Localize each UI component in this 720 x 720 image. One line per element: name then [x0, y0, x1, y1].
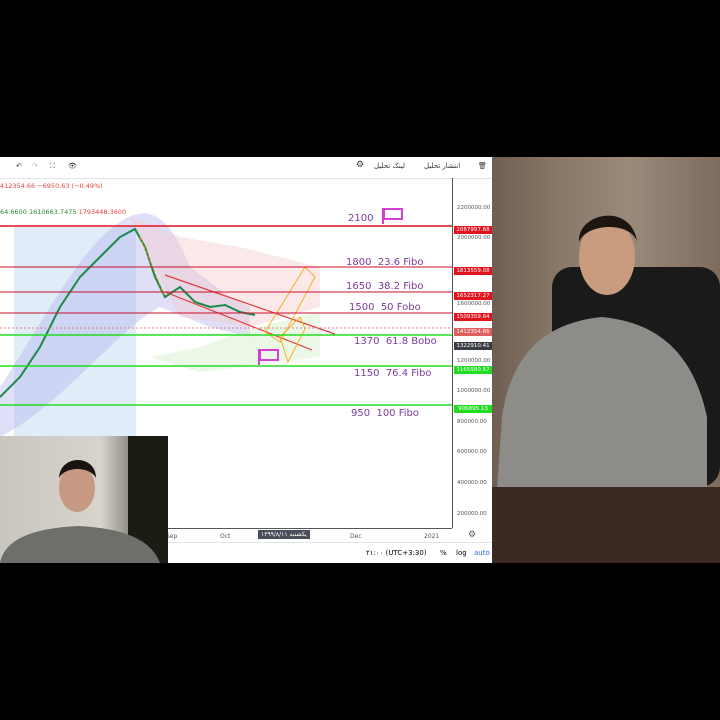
redo-button[interactable]: ↷	[32, 162, 38, 170]
bollinger-legend: 64.6600 1610663.7475 1793448.3600	[0, 208, 126, 216]
fibo-label: 1150 76.4 Fibo	[354, 368, 432, 379]
presenter-video	[492, 157, 720, 563]
price-change: 412354.66 −6950.63 (−0.49%)	[0, 182, 103, 190]
bb-lower: 64.6600	[0, 208, 27, 216]
time-label: Sep	[166, 533, 178, 540]
price-label: 1813559.08	[454, 267, 492, 275]
fibo-label: 950 100 Fibo	[351, 408, 419, 419]
time-axis[interactable]: Sep Oct یکشنبه ۱۳۹۹/۸/۱۱ Dec 2021 ⚙	[166, 528, 476, 543]
bb-mid: 1610663.7475	[28, 208, 77, 216]
timezone[interactable]: ۲۱:۰۰ (UTC+3:30)	[366, 549, 427, 557]
bb-upper: 1793448.3600	[78, 208, 127, 216]
price-label: 906895.13	[454, 405, 492, 413]
time-label: Oct	[220, 533, 231, 540]
log-toggle[interactable]: log	[456, 549, 467, 557]
price-candles	[0, 227, 256, 398]
chart-toolbar: ↶ ↷ ⛶ 👁 ⚙ لینک تحلیل انتشار تحلیل 🗑	[0, 157, 492, 179]
price-tick: 400000.00	[457, 479, 487, 486]
axis-settings-icon[interactable]: ⚙	[468, 530, 477, 540]
settings-icon[interactable]: ⚙	[356, 160, 365, 170]
presenter-silhouette	[492, 215, 720, 563]
fibo-label: 1800 23.6 Fibo	[346, 257, 424, 268]
price-axis[interactable]: 2087997.68 1813559.08 1652317.27 1509359.64…	[452, 178, 492, 528]
webcam-inset	[0, 436, 168, 563]
chart-panel[interactable]: ↶ ↷ ⛶ 👁 ⚙ لینک تحلیل انتشار تحلیل 🗑 4123…	[0, 157, 492, 563]
range-highlight	[14, 227, 136, 437]
auto-toggle[interactable]: auto	[474, 549, 490, 557]
hide-drawings-icon[interactable]: 👁	[68, 162, 77, 170]
share-link-button[interactable]: لینک تحلیل	[374, 162, 406, 170]
price-tick: 1200000.00	[457, 357, 491, 364]
crosshair-date: یکشنبه ۱۳۹۹/۸/۱۱	[258, 530, 310, 539]
price-tick: 800000.00	[457, 418, 487, 425]
flag-icon	[258, 349, 279, 365]
fibo-label: 1370 61.8 Bobo	[354, 336, 437, 347]
publish-button[interactable]: انتشار تحلیل	[424, 162, 461, 170]
webcam-silhouette	[0, 436, 168, 563]
fullscreen-icon[interactable]: ⛶	[50, 162, 55, 170]
price-tick: 1600000.00	[457, 301, 491, 307]
chart-drawing	[0, 208, 452, 437]
projection-arrows	[264, 266, 316, 364]
price-label: 2087997.68	[454, 226, 492, 234]
price-label: 1509359.64	[454, 313, 492, 321]
price-tick: 2000000.00	[457, 235, 491, 242]
undo-button[interactable]: ↶	[16, 162, 22, 170]
price-label: 1412354.66	[454, 328, 492, 336]
channel-bottom	[164, 291, 313, 351]
price-label: 1322910.41	[454, 342, 492, 350]
ichimoku-cloud	[130, 217, 320, 327]
time-label: 2021	[424, 533, 440, 540]
fibo-label: 1650 38.2 Fibo	[346, 281, 424, 292]
delete-icon[interactable]: 🗑	[478, 162, 487, 170]
channel-top	[164, 274, 336, 335]
price-tick: 200000.00	[457, 510, 487, 517]
price-tick: 1000000.00	[457, 388, 491, 395]
percent-toggle[interactable]: %	[440, 549, 447, 557]
time-label: Dec	[350, 533, 362, 540]
flag-icon	[382, 208, 403, 224]
fibo-label: 1500 50 Fobo	[349, 302, 421, 313]
bollinger-band	[0, 213, 250, 437]
price-label: 1652317.27	[454, 292, 492, 300]
bottom-bar: ۲۱:۰۰ (UTC+3:30) % log auto	[168, 542, 492, 563]
fibo-label: 2100	[348, 213, 374, 224]
price-label: 1165580.57	[454, 366, 492, 374]
price-tick: 2200000.00	[457, 204, 491, 211]
price-tick: 600000.00	[457, 449, 487, 456]
